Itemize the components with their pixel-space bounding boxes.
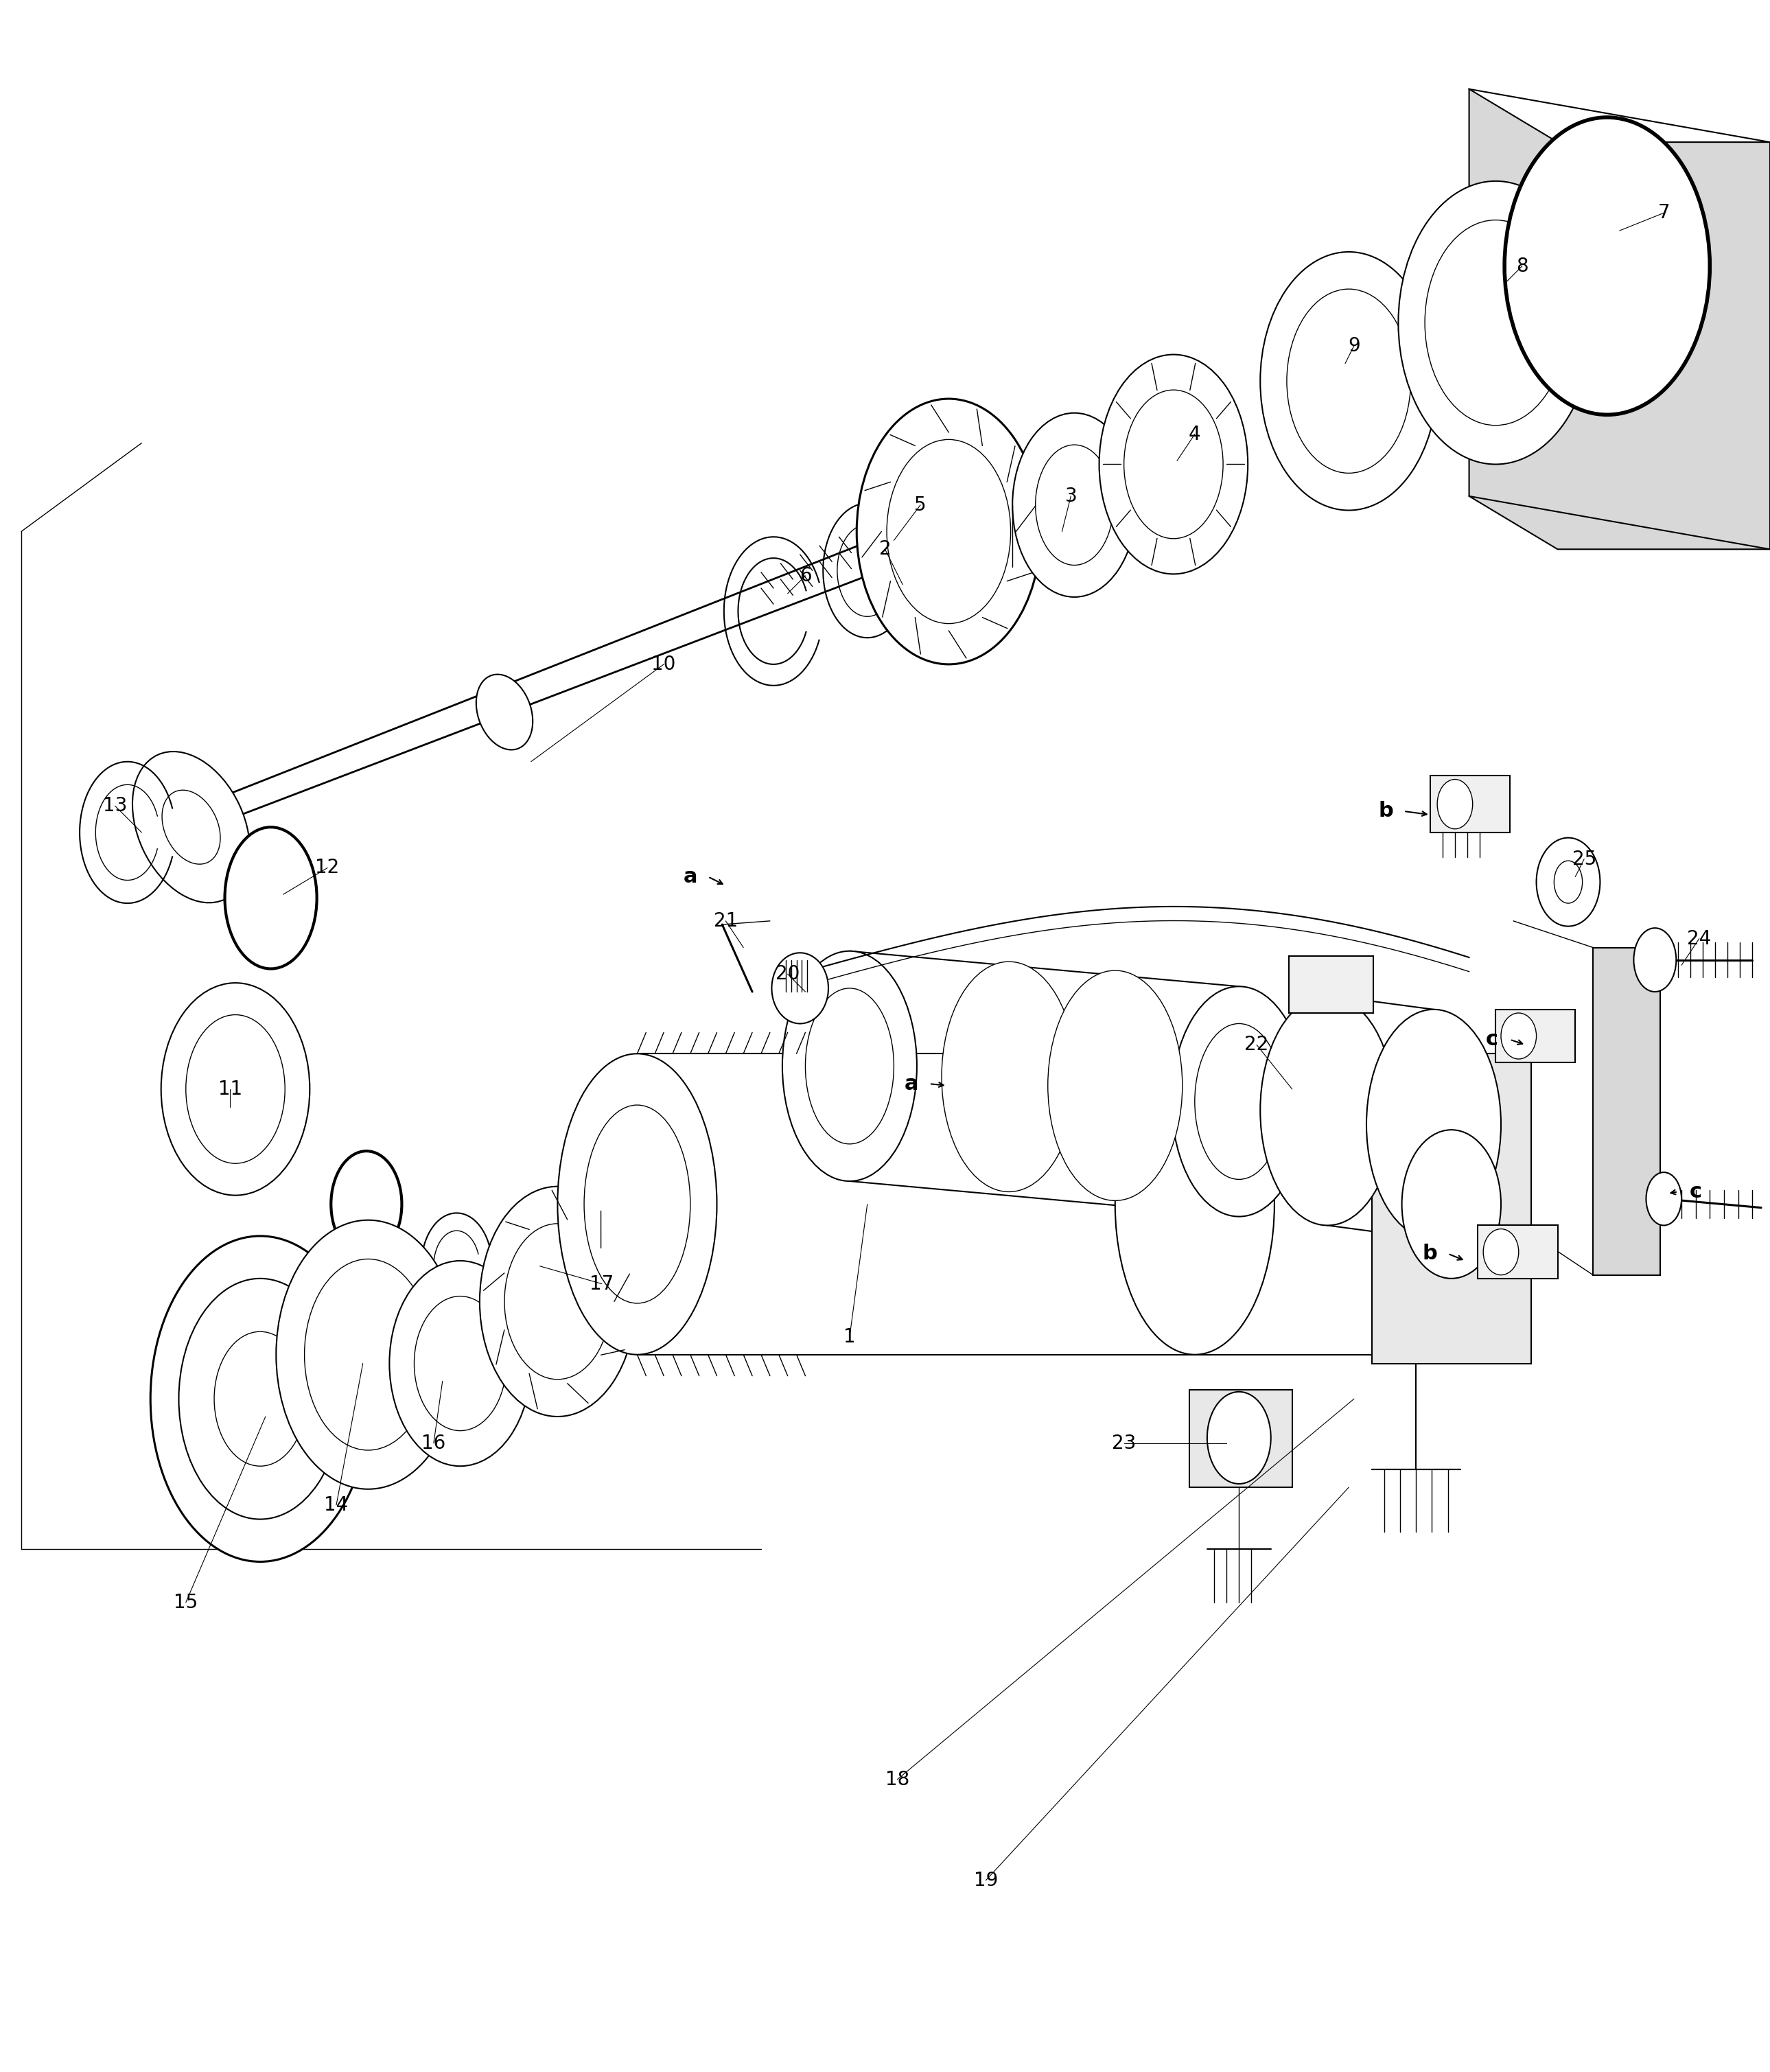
- Text: 17: 17: [589, 1274, 614, 1293]
- Text: c: c: [1690, 1181, 1701, 1202]
- Ellipse shape: [857, 398, 1041, 665]
- Ellipse shape: [133, 752, 250, 903]
- Ellipse shape: [1425, 220, 1566, 425]
- Ellipse shape: [304, 1260, 432, 1450]
- Text: 4: 4: [1189, 425, 1200, 443]
- Ellipse shape: [331, 1152, 402, 1258]
- Ellipse shape: [1287, 290, 1411, 472]
- Ellipse shape: [1536, 837, 1600, 926]
- Ellipse shape: [163, 789, 219, 864]
- Text: 8: 8: [1517, 257, 1528, 276]
- Text: 21: 21: [713, 912, 738, 930]
- Ellipse shape: [1012, 412, 1136, 597]
- Ellipse shape: [389, 1260, 531, 1467]
- Ellipse shape: [1260, 253, 1437, 510]
- Ellipse shape: [476, 673, 533, 750]
- Ellipse shape: [186, 1015, 285, 1164]
- Text: 13: 13: [103, 796, 127, 816]
- Bar: [1289, 957, 1374, 1013]
- Ellipse shape: [1115, 1055, 1274, 1355]
- Text: 19: 19: [974, 1871, 998, 1890]
- Ellipse shape: [414, 1297, 506, 1430]
- Text: 12: 12: [315, 858, 340, 876]
- Ellipse shape: [1172, 986, 1306, 1216]
- Text: 24: 24: [1687, 928, 1712, 949]
- Ellipse shape: [805, 988, 894, 1144]
- Text: 6: 6: [800, 566, 811, 586]
- Ellipse shape: [782, 951, 917, 1181]
- Ellipse shape: [1437, 779, 1473, 829]
- Ellipse shape: [1634, 928, 1676, 992]
- Ellipse shape: [1260, 995, 1395, 1225]
- Ellipse shape: [1048, 970, 1182, 1200]
- Ellipse shape: [1195, 1024, 1283, 1179]
- Ellipse shape: [480, 1187, 635, 1417]
- Ellipse shape: [1402, 1129, 1501, 1278]
- Bar: [1496, 1009, 1575, 1063]
- Text: 11: 11: [218, 1080, 242, 1098]
- Ellipse shape: [1501, 1013, 1536, 1059]
- Ellipse shape: [150, 1237, 370, 1562]
- Ellipse shape: [214, 1332, 306, 1467]
- Text: 9: 9: [1349, 336, 1359, 354]
- Ellipse shape: [1554, 860, 1582, 903]
- Bar: [1372, 1055, 1531, 1363]
- Text: b: b: [1423, 1243, 1437, 1264]
- Ellipse shape: [558, 1055, 717, 1355]
- Ellipse shape: [1504, 118, 1710, 414]
- Text: 5: 5: [915, 495, 926, 514]
- Ellipse shape: [1035, 445, 1113, 566]
- Ellipse shape: [1483, 1229, 1519, 1274]
- Text: 15: 15: [173, 1593, 198, 1612]
- Text: c: c: [1487, 1030, 1497, 1051]
- Ellipse shape: [584, 1104, 690, 1303]
- Text: 18: 18: [885, 1769, 910, 1788]
- Text: 7: 7: [1658, 203, 1669, 222]
- Ellipse shape: [1398, 180, 1593, 464]
- Bar: [1478, 1225, 1558, 1278]
- Text: 16: 16: [421, 1434, 446, 1452]
- Text: 23: 23: [1112, 1434, 1136, 1452]
- Ellipse shape: [1207, 1392, 1271, 1484]
- Bar: [1430, 775, 1510, 833]
- Ellipse shape: [504, 1225, 611, 1380]
- Text: 2: 2: [880, 539, 890, 559]
- Bar: [1189, 1390, 1292, 1488]
- Ellipse shape: [161, 982, 310, 1196]
- Text: 25: 25: [1572, 850, 1597, 868]
- Ellipse shape: [772, 953, 828, 1024]
- Text: a: a: [904, 1073, 919, 1094]
- Ellipse shape: [1099, 354, 1248, 574]
- Text: 22: 22: [1244, 1036, 1269, 1055]
- Ellipse shape: [1366, 1009, 1501, 1239]
- Ellipse shape: [225, 827, 317, 970]
- Ellipse shape: [1124, 390, 1223, 539]
- Ellipse shape: [942, 961, 1076, 1191]
- Text: 10: 10: [651, 655, 676, 673]
- Text: 20: 20: [775, 963, 800, 984]
- Ellipse shape: [887, 439, 1011, 624]
- Ellipse shape: [1646, 1173, 1682, 1225]
- Text: 3: 3: [1066, 487, 1076, 506]
- Text: 1: 1: [844, 1328, 855, 1347]
- Text: 14: 14: [324, 1496, 349, 1515]
- Bar: [1593, 947, 1660, 1274]
- Text: a: a: [683, 866, 697, 887]
- Polygon shape: [1469, 89, 1770, 549]
- Text: b: b: [1379, 802, 1393, 821]
- Ellipse shape: [179, 1278, 342, 1519]
- Ellipse shape: [276, 1220, 460, 1490]
